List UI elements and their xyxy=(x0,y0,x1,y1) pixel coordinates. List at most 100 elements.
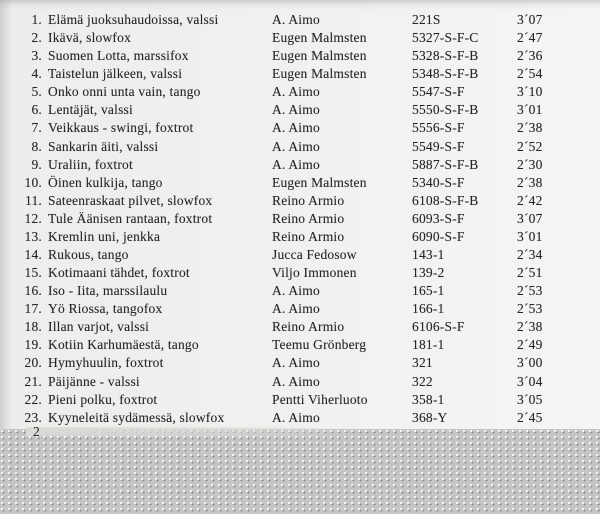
track-title: Pieni polku, foxtrot xyxy=(48,391,158,407)
track-row: 11. Sateenraskaat pilvet, slowfox Reino … xyxy=(0,192,600,210)
track-title: Kotiin Karhumäestä, tango xyxy=(48,337,199,353)
track-row: 10. Öinen kulkija, tango Eugen Malmsten … xyxy=(0,174,600,192)
track-catalog: 5550-S-F-B xyxy=(412,102,479,118)
track-artist: Eugen Malmsten xyxy=(272,48,367,64)
track-duration: 2´49 xyxy=(517,337,543,353)
track-catalog: 165-1 xyxy=(412,283,445,299)
track-row: 5. Onko onni unta vain, tango A. Aimo 55… xyxy=(0,83,600,101)
track-list: 1. Elämä juoksuhaudoissa, valssi A. Aimo… xyxy=(0,11,600,427)
track-duration: 2´53 xyxy=(517,283,543,299)
track-artist: Eugen Malmsten xyxy=(272,174,367,190)
track-catalog: 322 xyxy=(412,373,433,389)
track-row: 6. Lentäjät, valssi A. Aimo 5550-S-F-B 3… xyxy=(0,101,600,119)
track-catalog: 358-1 xyxy=(412,391,445,407)
track-artist: Teemu Grönberg xyxy=(272,337,367,353)
track-catalog: 5328-S-F-B xyxy=(412,48,479,64)
track-title: Kotimaani tähdet, foxtrot xyxy=(48,265,190,281)
track-number: 14. xyxy=(24,247,42,263)
track-number: 21. xyxy=(24,373,42,389)
track-artist: A. Aimo xyxy=(272,409,320,425)
track-number: 7. xyxy=(31,120,42,136)
track-catalog: 181-1 xyxy=(412,337,445,353)
track-number: 22. xyxy=(24,391,42,407)
track-artist: A. Aimo xyxy=(272,138,320,154)
track-duration: 3´01 xyxy=(517,228,543,244)
track-duration: 2´38 xyxy=(517,120,543,136)
track-duration: 3´00 xyxy=(517,355,543,371)
track-catalog: 6106-S-F xyxy=(412,319,465,335)
track-number: 18. xyxy=(24,319,42,335)
track-artist: A. Aimo xyxy=(272,301,320,317)
track-row: 8. Sankarin äiti, valssi A. Aimo 5549-S-… xyxy=(0,138,600,156)
track-title: Yö Riossa, tangofox xyxy=(48,301,163,317)
track-number: 13. xyxy=(24,228,42,244)
track-title: Iso - Iita, marssilaulu xyxy=(48,283,168,299)
track-duration: 2´47 xyxy=(517,30,543,46)
track-row: 7. Veikkaus - swingi, foxtrot A. Aimo 55… xyxy=(0,119,600,137)
track-catalog: 5549-S-F xyxy=(412,138,465,154)
track-title: Päijänne - valssi xyxy=(48,373,140,389)
track-row: 21. Päijänne - valssi A. Aimo 322 3´04 xyxy=(0,373,600,391)
track-catalog: 6108-S-F-B xyxy=(412,192,479,208)
track-catalog: 166-1 xyxy=(412,301,445,317)
track-row: 4. Taistelun jälkeen, valssi Eugen Malms… xyxy=(0,65,600,83)
track-catalog: 5340-S-F xyxy=(412,174,465,190)
track-duration: 2´52 xyxy=(517,138,543,154)
track-duration: 2´45 xyxy=(517,409,543,425)
track-title: Veikkaus - swingi, foxtrot xyxy=(48,120,194,136)
track-duration: 2´42 xyxy=(517,192,543,208)
track-duration: 2´36 xyxy=(517,48,543,64)
track-catalog: 5556-S-F xyxy=(412,120,465,136)
track-artist: A. Aimo xyxy=(272,355,320,371)
track-number: 6. xyxy=(31,102,42,118)
track-number: 23. xyxy=(24,409,42,425)
track-row: 15. Kotimaani tähdet, foxtrot Viljo Immo… xyxy=(0,264,600,282)
track-catalog: 5327-S-F-C xyxy=(412,30,479,46)
track-duration: 2´54 xyxy=(517,66,543,82)
track-number: 20. xyxy=(24,355,42,371)
track-artist: Eugen Malmsten xyxy=(272,66,367,82)
track-duration: 3´07 xyxy=(517,12,543,27)
track-title: Onko onni unta vain, tango xyxy=(48,84,201,100)
track-number: 19. xyxy=(24,337,42,353)
track-artist: Reino Armio xyxy=(272,319,345,335)
track-row: 19. Kotiin Karhumäestä, tango Teemu Grön… xyxy=(0,336,600,354)
track-number: 3. xyxy=(31,48,42,64)
track-row: 18. Illan varjot, valssi Reino Armio 610… xyxy=(0,318,600,336)
track-catalog: 5348-S-F-B xyxy=(412,66,479,82)
track-duration: 3´05 xyxy=(517,391,543,407)
track-catalog: 6093-S-F xyxy=(412,210,465,226)
track-row: 12. Tule Äänisen rantaan, foxtrot Reino … xyxy=(0,210,600,228)
track-title: Uraliin, foxtrot xyxy=(48,156,133,172)
track-artist: A. Aimo xyxy=(272,12,320,27)
track-row: 17. Yö Riossa, tangofox A. Aimo 166-1 2´… xyxy=(0,300,600,318)
track-duration: 2´38 xyxy=(517,174,543,190)
track-number: 11. xyxy=(25,192,42,208)
track-row: 13. Kremlin uni, jenkka Reino Armio 6090… xyxy=(0,228,600,246)
track-title: Taistelun jälkeen, valssi xyxy=(48,66,183,82)
track-artist: A. Aimo xyxy=(272,283,320,299)
track-title: Sankarin äiti, valssi xyxy=(48,138,159,154)
track-number: 10. xyxy=(24,174,42,190)
track-duration: 2´34 xyxy=(517,247,543,263)
track-title: Kremlin uni, jenkka xyxy=(48,228,161,244)
scan-texture-band xyxy=(0,429,600,514)
track-duration: 2´53 xyxy=(517,301,543,317)
track-artist: A. Aimo xyxy=(272,120,320,136)
track-row: 1. Elämä juoksuhaudoissa, valssi A. Aimo… xyxy=(0,11,600,29)
track-title: Lentäjät, valssi xyxy=(48,102,133,118)
track-artist: A. Aimo xyxy=(272,102,320,118)
track-number: 2. xyxy=(31,30,42,46)
track-catalog: 143-1 xyxy=(412,247,445,263)
track-row: 3. Suomen Lotta, marssifox Eugen Malmste… xyxy=(0,47,600,65)
scan-edge-sliver xyxy=(26,427,366,436)
track-duration: 2´51 xyxy=(517,265,543,281)
track-title: Elämä juoksuhaudoissa, valssi xyxy=(48,12,219,27)
track-duration: 2´30 xyxy=(517,156,543,172)
track-catalog: 221S xyxy=(412,12,441,27)
track-title: Hymyhuulin, foxtrot xyxy=(48,355,164,371)
track-row: 16. Iso - Iita, marssilaulu A. Aimo 165-… xyxy=(0,282,600,300)
track-duration: 3´01 xyxy=(517,102,543,118)
track-number: 9. xyxy=(31,156,42,172)
track-artist: Pentti Viherluoto xyxy=(272,391,368,407)
